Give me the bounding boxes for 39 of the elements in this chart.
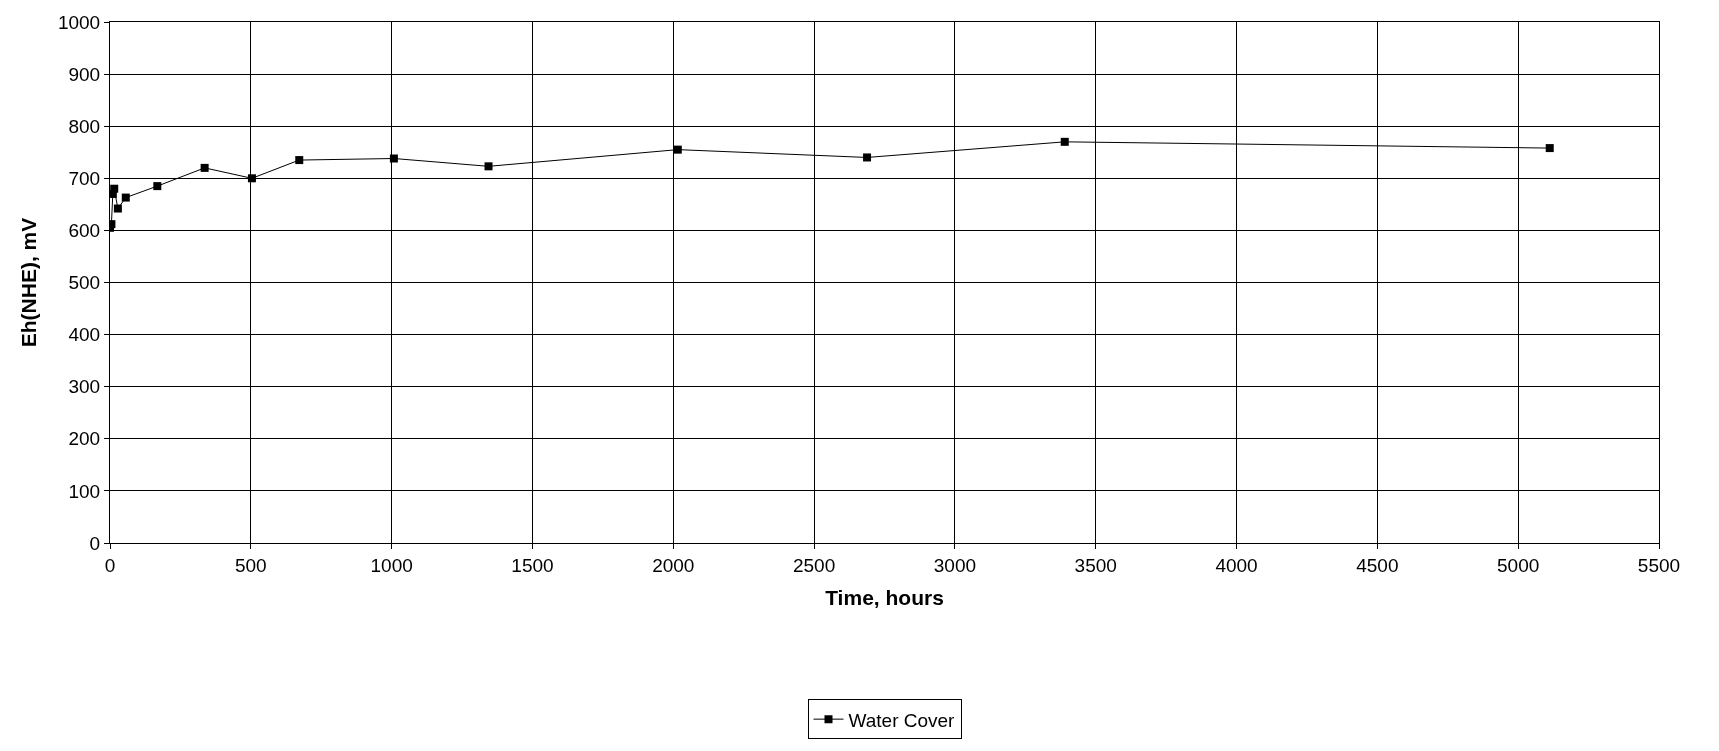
point	[295, 156, 304, 165]
y-tick-label: 700	[68, 167, 101, 189]
x-tick-label: 4500	[1356, 554, 1399, 576]
point	[1545, 144, 1554, 153]
x-tick-label: 2500	[792, 554, 836, 576]
x-tick-label: 500	[234, 554, 267, 576]
y-tick-label: 1000	[57, 11, 101, 33]
x-tick-label: 0	[104, 554, 116, 576]
point	[389, 154, 398, 163]
point	[200, 163, 209, 172]
x-tick-label: 3500	[1074, 554, 1117, 576]
x-tick-label: 5500	[1637, 554, 1681, 576]
x-tick-label: 3000	[933, 554, 977, 576]
point	[153, 182, 162, 191]
point	[1060, 137, 1069, 146]
point	[113, 204, 122, 213]
point	[863, 153, 872, 162]
x-tick-label: 2000	[652, 554, 695, 576]
x-axis-title: Time, hours	[825, 586, 944, 609]
point	[673, 145, 682, 154]
x-tick-label: 1500	[511, 554, 554, 576]
y-tick-label: 0	[89, 532, 101, 554]
x-tick-label: 5000	[1497, 554, 1540, 576]
y-tick-label: 100	[68, 480, 101, 502]
y-tick-label: 800	[68, 115, 101, 137]
x-tick-label: 4000	[1215, 554, 1258, 576]
point	[121, 193, 130, 202]
y-tick-label: 400	[68, 324, 101, 346]
y-tick-label: 300	[68, 376, 101, 398]
y-tick-label: 500	[68, 272, 101, 294]
point	[247, 174, 256, 183]
legend-label: Water Cover	[848, 709, 956, 731]
point	[484, 162, 493, 171]
y-tick-label: 600	[68, 220, 101, 242]
x-tick-label: 1000	[370, 554, 413, 576]
y-tick-label: 200	[68, 428, 101, 450]
y-tick-label: 900	[68, 63, 101, 85]
point	[110, 184, 119, 193]
y-axis-title: Eh(NHE), mV	[17, 217, 41, 348]
